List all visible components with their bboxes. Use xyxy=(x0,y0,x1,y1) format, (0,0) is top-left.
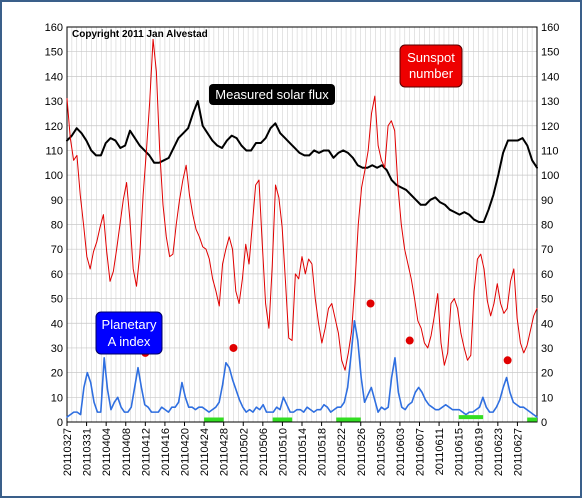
y-tick-label-left: 0 xyxy=(57,417,63,429)
x-tick-label: 20110530 xyxy=(375,428,387,476)
series-group xyxy=(66,38,538,418)
y-tick-label-left: 100 xyxy=(45,170,63,182)
solar-flux-box xyxy=(209,84,335,105)
y-tick-label-right: 70 xyxy=(541,244,553,256)
x-tick-label: 20110404 xyxy=(101,428,113,476)
a-index-line xyxy=(66,319,538,418)
sunspot-box xyxy=(399,44,463,88)
x-tick-label: 20110420 xyxy=(180,428,192,476)
x-tick-label: 20110619 xyxy=(473,428,485,476)
y-tick-label-right: 40 xyxy=(541,318,553,330)
y-tick-label-right: 80 xyxy=(541,220,553,232)
y-tick-label-right: 20 xyxy=(541,368,553,380)
x-tick-label: 20110518 xyxy=(317,428,329,476)
event-dot xyxy=(366,299,375,308)
y-tick-label-right: 60 xyxy=(541,269,553,281)
x-tick-label: 20110623 xyxy=(493,428,505,476)
y-tick-label-left: 120 xyxy=(45,121,63,133)
x-tick-label: 20110506 xyxy=(258,428,270,476)
y-tick-label-right: 30 xyxy=(541,343,553,355)
event-dot xyxy=(229,343,238,352)
y-tick-label-left: 20 xyxy=(51,368,63,380)
y-tick-label-left: 160 xyxy=(45,22,63,34)
x-tick-label: 20110615 xyxy=(454,428,466,476)
y-tick-label-left: 70 xyxy=(51,244,63,256)
y-tick-label-right: 100 xyxy=(541,170,559,182)
x-tick-label: 20110514 xyxy=(297,428,309,476)
y-tick-label-left: 80 xyxy=(51,220,63,232)
y-tick-label-left: 30 xyxy=(51,343,63,355)
y-axis-right: 0 10 20 30 40 50 60 70 80 90 100 110 120 130 140 150 160 xyxy=(541,22,559,429)
solar-flux-label: Measured solar flux xyxy=(215,87,329,102)
x-tick-label: 20110526 xyxy=(356,428,368,476)
y-tick-label-left: 110 xyxy=(45,145,63,157)
y-tick-label-right: 0 xyxy=(541,417,547,429)
x-tick-label: 20110611 xyxy=(434,428,446,475)
x-tick-label: 20110510 xyxy=(277,428,289,476)
planetary-box xyxy=(95,311,163,355)
x-tick-label: 20110331 xyxy=(82,428,94,476)
x-tick-label: 20110603 xyxy=(395,428,407,476)
y-tick-label-left: 130 xyxy=(45,96,63,108)
x-tick-label: 20110522 xyxy=(336,428,348,476)
y-tick-label-left: 50 xyxy=(51,294,63,306)
x-tick-label: 20110424 xyxy=(199,428,211,476)
y-tick-label-left: 40 xyxy=(51,318,63,330)
y-tick-label-right: 50 xyxy=(541,294,553,306)
x-tick-label: 20110416 xyxy=(160,428,172,476)
y-tick-label-right: 130 xyxy=(541,96,559,108)
y-tick-label-right: 110 xyxy=(541,145,559,157)
y-tick-label-right: 90 xyxy=(541,195,553,207)
y-tick-label-right: 10 xyxy=(541,392,553,404)
x-tick-label: 20110327 xyxy=(62,428,74,476)
storm-bars xyxy=(204,415,537,422)
y-tick-label-left: 140 xyxy=(45,71,63,83)
x-axis: 20110327 20110331 20110404 20110408 20110412… xyxy=(62,422,524,476)
x-tick-label: 20110412 xyxy=(140,428,152,476)
planetary-label-line2: A index xyxy=(108,334,151,349)
y-tick-label-right: 140 xyxy=(541,71,559,83)
sunspot-label-line2: number xyxy=(409,66,454,81)
y-tick-label-left: 10 xyxy=(51,392,63,404)
grid-lines xyxy=(66,26,538,423)
y-axis-left: 0 10 20 30 40 50 60 70 80 90 100 110 120 130 140 150 160 xyxy=(45,22,63,429)
y-tick-label-right: 120 xyxy=(541,121,559,133)
planetary-annotation: Planetary A index xyxy=(95,311,163,355)
planetary-label-line1: Planetary xyxy=(102,317,157,332)
y-tick-label-left: 60 xyxy=(51,269,63,281)
y-tick-label-left: 150 xyxy=(45,47,63,59)
x-tick-label: 20110607 xyxy=(415,428,427,476)
y-tick-label-left: 90 xyxy=(51,195,63,207)
copyright-text: Copyright 2011 Jan Alvestad xyxy=(72,29,208,40)
solar-flux-line xyxy=(66,100,538,224)
x-tick-label: 20110502 xyxy=(238,428,250,476)
x-tick-label: 20110428 xyxy=(219,428,231,476)
sunspot-label-line1: Sunspot xyxy=(407,50,455,65)
event-dot xyxy=(503,356,512,365)
y-tick-label-right: 150 xyxy=(541,47,559,59)
sunspot-annotation: Sunspot number xyxy=(399,44,463,88)
event-dot xyxy=(405,336,414,345)
y-tick-label-right: 160 xyxy=(541,22,559,34)
solar-flux-annotation: Measured solar flux xyxy=(209,84,335,105)
x-tick-label: 20110408 xyxy=(121,428,133,476)
x-tick-label: 20110627 xyxy=(512,428,524,476)
sunspot-number-line xyxy=(66,38,538,371)
